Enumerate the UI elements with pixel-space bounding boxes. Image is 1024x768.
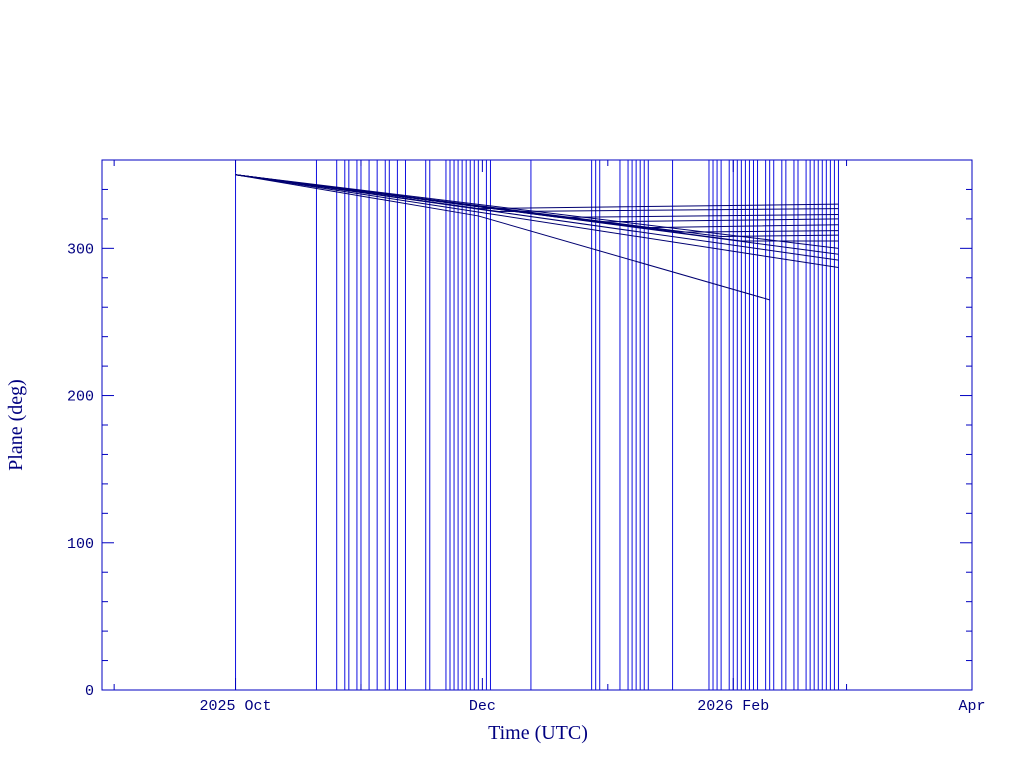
series-line <box>235 174 839 213</box>
y-tick-label: 300 <box>67 241 94 258</box>
y-tick-label: 100 <box>67 536 94 553</box>
series-line <box>235 174 839 249</box>
x-tick-label: 2025 Oct <box>200 698 272 715</box>
x-tick-label: Apr <box>958 698 985 715</box>
series-line <box>235 174 839 238</box>
series-line <box>235 174 839 233</box>
series-line <box>235 174 770 301</box>
y-tick-label: 200 <box>67 389 94 406</box>
x-tick-label: 2026 Feb <box>697 698 769 715</box>
x-tick-label: Dec <box>469 698 496 715</box>
x-axis-title: Time (UTC) <box>488 722 588 744</box>
series-line <box>235 174 839 255</box>
series-line <box>235 174 839 268</box>
y-tick-label: 0 <box>85 683 94 700</box>
series-line <box>235 174 839 261</box>
plot-frame <box>101 159 973 691</box>
series-line <box>235 174 839 210</box>
y-axis-title: Plane (deg) <box>5 379 27 471</box>
